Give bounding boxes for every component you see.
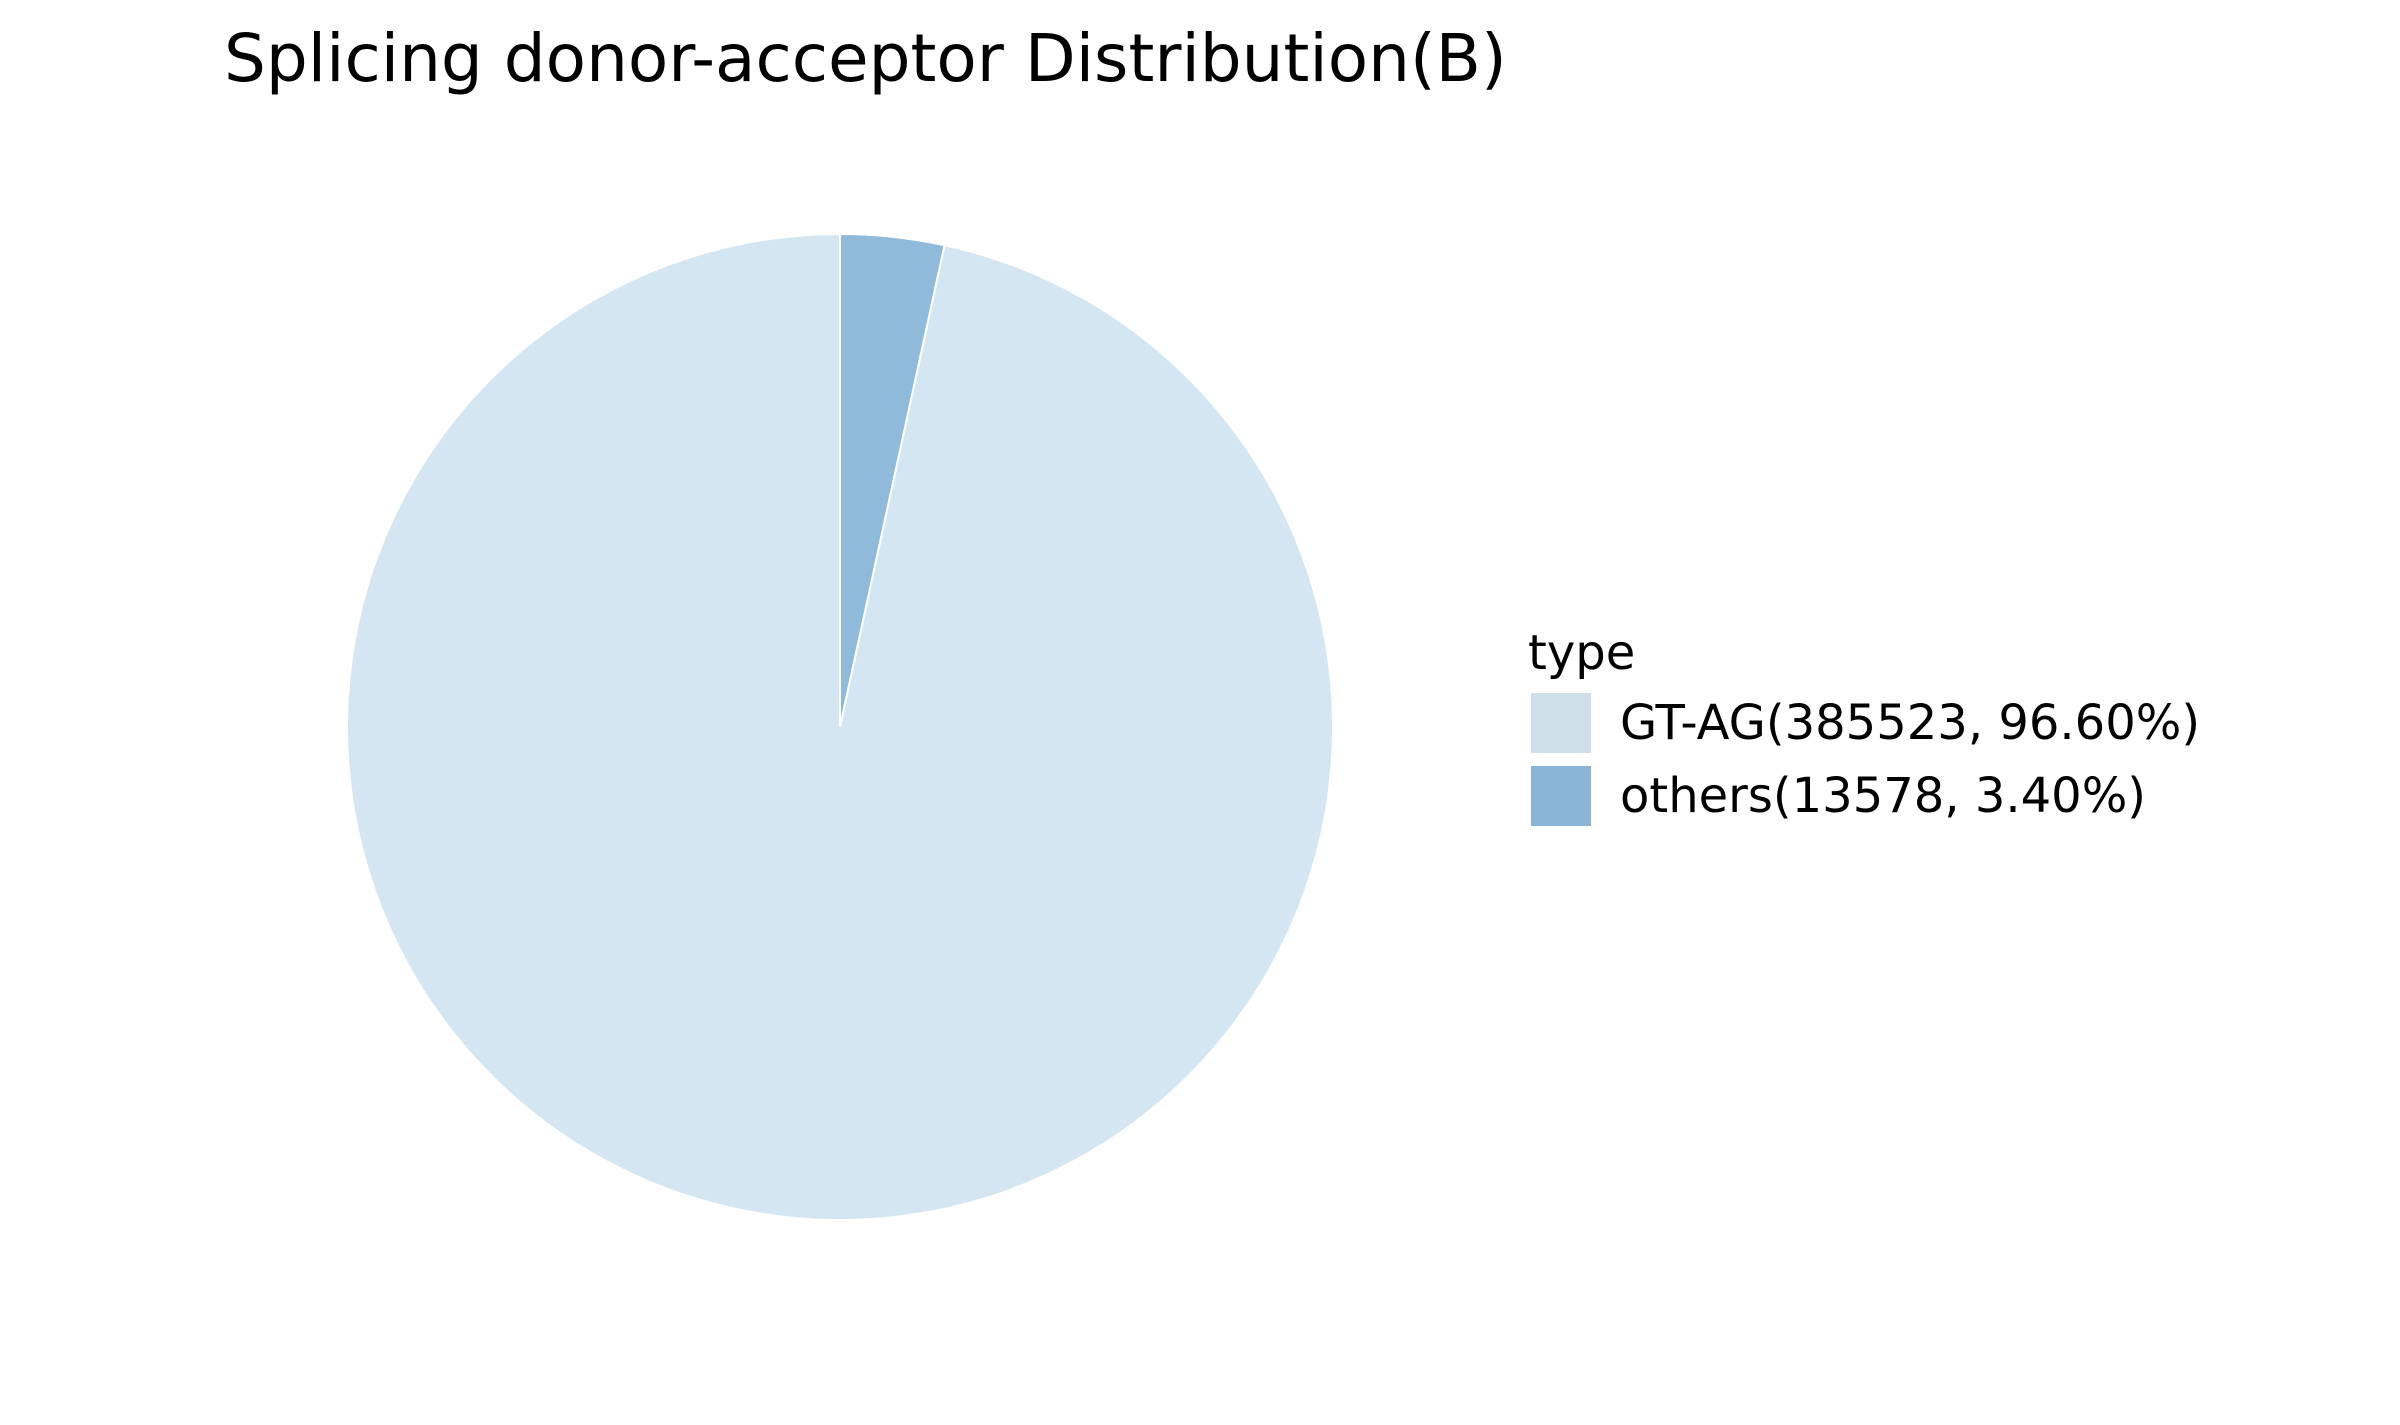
legend-title: type [1528,625,1636,681]
legend-label-gt-ag: GT-AG(385523, 96.60%) [1620,694,2201,751]
pie-slice-gt-ag [346,232,1334,1221]
legend-swatch-gt-ag [1528,689,1594,756]
legend-label-others: others(13578, 3.40%) [1620,767,2147,824]
legend-item-gt-ag: GT-AG(385523, 96.60%) [1528,686,2200,759]
legend: type GT-AG(385523, 96.60%) others(13578,… [1528,620,2200,832]
chart-title: Splicing donor-acceptor Distribution(B) [224,20,1507,97]
legend-swatch-others [1528,762,1594,829]
legend-item-others: others(13578, 3.40%) [1528,759,2200,832]
